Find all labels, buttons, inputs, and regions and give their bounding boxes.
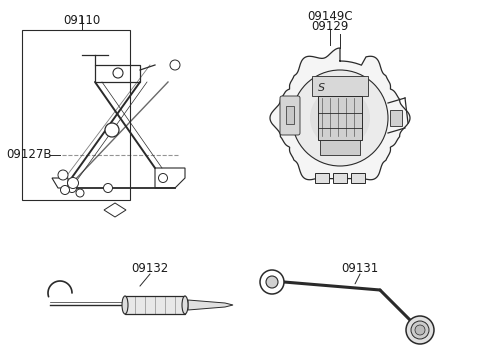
- Circle shape: [415, 325, 425, 335]
- Ellipse shape: [182, 296, 188, 314]
- Bar: [125, 296, 185, 314]
- Circle shape: [113, 68, 123, 78]
- Bar: [315, 173, 329, 183]
- Polygon shape: [188, 300, 233, 310]
- Circle shape: [406, 316, 434, 344]
- Text: 09132: 09132: [132, 262, 168, 275]
- Text: 09129: 09129: [312, 20, 348, 33]
- Bar: [312, 76, 368, 96]
- Bar: [22, 30, 130, 200]
- Text: 09110: 09110: [63, 14, 101, 27]
- Circle shape: [411, 321, 429, 339]
- Ellipse shape: [122, 296, 128, 314]
- Bar: [286, 106, 294, 124]
- Circle shape: [68, 184, 76, 192]
- Circle shape: [60, 185, 70, 195]
- Circle shape: [68, 178, 79, 189]
- Polygon shape: [270, 48, 410, 180]
- Text: 09131: 09131: [341, 262, 379, 275]
- Circle shape: [58, 170, 68, 180]
- Circle shape: [292, 70, 388, 166]
- Circle shape: [266, 276, 278, 288]
- Bar: [390, 110, 402, 126]
- Bar: [320, 140, 360, 155]
- Circle shape: [170, 60, 180, 70]
- Text: 09127B: 09127B: [6, 149, 51, 162]
- Bar: [333, 173, 347, 183]
- Circle shape: [158, 174, 168, 183]
- Bar: [318, 96, 362, 140]
- Text: S: S: [318, 83, 325, 93]
- FancyBboxPatch shape: [280, 96, 300, 135]
- Circle shape: [76, 189, 84, 197]
- Circle shape: [260, 270, 284, 294]
- Circle shape: [310, 88, 370, 148]
- Circle shape: [105, 123, 119, 137]
- Bar: [351, 173, 365, 183]
- Circle shape: [104, 184, 112, 192]
- Text: 09149C: 09149C: [307, 10, 353, 23]
